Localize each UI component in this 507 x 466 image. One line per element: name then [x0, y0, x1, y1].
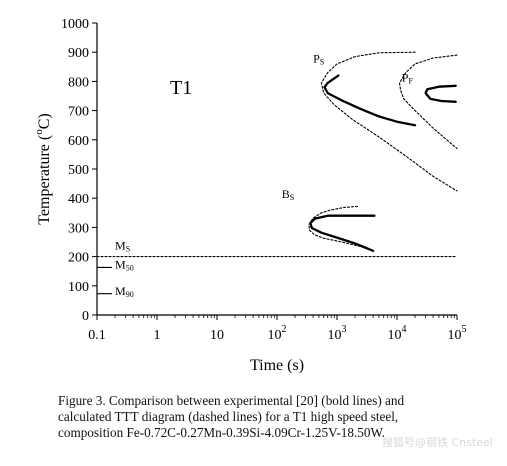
series-bs-calc	[308, 205, 367, 249]
y-tick-label: 800	[68, 75, 89, 90]
series-ps-calc	[320, 51, 458, 192]
watermark: 搜狐号@钢铁 Cnsteel	[382, 436, 493, 449]
series-bs-exp	[309, 214, 376, 252]
panel-label: T1	[170, 77, 192, 99]
curve-labels: PS PF BS MS M50 M90	[115, 51, 413, 299]
y-tick-label: 1000	[61, 17, 89, 32]
curve-label-ms: MS	[115, 238, 130, 253]
y-tick-label: 500	[68, 163, 89, 178]
y-tick-label: 900	[68, 46, 89, 61]
y-tick-label: 300	[68, 221, 89, 236]
x-tick-label: 102	[268, 324, 287, 343]
caption-line-1: Figure 3. Comparison between experimenta…	[58, 393, 405, 408]
curve-label-pf: PF	[402, 70, 414, 85]
y-axis-label: Temperature (oC)	[33, 113, 53, 224]
x-tick-label: 104	[388, 324, 407, 343]
caption-line-2: calculated TTT diagram (dashed lines) fo…	[58, 409, 399, 424]
caption-line-3: composition Fe-0.72C-0.27Mn-0.39Si-4.09C…	[58, 425, 385, 440]
series-pf-calc	[398, 54, 458, 150]
curve-label-ps: PS	[313, 51, 324, 66]
series-ps-exp	[323, 74, 417, 127]
x-tick-label: 105	[448, 324, 467, 343]
axis-ticks: 0 100 200 300 400 500 600 700 800 900 1000 0.1 1 10 10…	[61, 17, 467, 343]
y-tick-label: 600	[68, 134, 89, 149]
plot-axes	[96, 23, 457, 316]
y-tick-label: 0	[82, 309, 89, 324]
y-tick-label: 400	[68, 192, 89, 207]
figure-caption: Figure 3. Comparison between experimenta…	[58, 393, 498, 441]
x-tick-label: 0.1	[88, 328, 106, 343]
x-tick-label: 1	[154, 328, 161, 343]
x-axis-label: Time (s)	[250, 357, 304, 374]
series-pf-exp	[424, 84, 457, 103]
series-layer	[96, 51, 458, 295]
curve-label-m90: M90	[115, 284, 134, 299]
y-tick-label: 200	[68, 251, 89, 266]
y-tick-label: 100	[68, 280, 89, 295]
x-tick-label: 10	[210, 328, 224, 343]
y-tick-label: 700	[68, 105, 89, 120]
curve-label-m50: M50	[115, 257, 134, 272]
x-tick-label: 103	[328, 324, 347, 343]
curve-label-bs: BS	[282, 187, 294, 202]
